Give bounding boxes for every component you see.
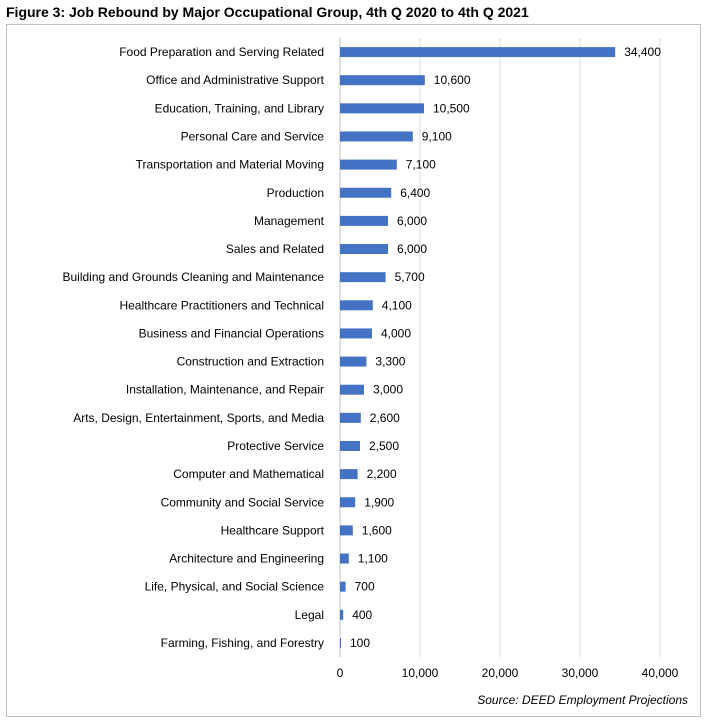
category-labels: Food Preparation and Serving Related Offi… [62, 45, 324, 650]
bar-series [340, 47, 616, 648]
value-labels: 34,400 10,600 10,500 9,100 7,100 6,400 6,000 6,… [350, 45, 661, 650]
value-label: 700 [355, 580, 375, 594]
category-label: Transportation and Material Moving [136, 158, 324, 172]
bar [340, 384, 364, 395]
value-label: 10,500 [433, 101, 470, 115]
category-label: Healthcare Support [221, 523, 325, 537]
category-label: Protective Service [227, 439, 324, 453]
value-label: 400 [352, 608, 372, 622]
value-label: 6,000 [397, 214, 427, 228]
value-label: 7,100 [406, 158, 436, 172]
bar [340, 328, 372, 339]
x-tick-label: 10,000 [402, 666, 439, 680]
value-label: 1,900 [364, 495, 394, 509]
x-tick-label: 40,000 [642, 666, 679, 680]
bar [340, 131, 413, 142]
value-label: 100 [350, 636, 370, 650]
figure-title: Figure 3: Job Rebound by Major Occupatio… [6, 4, 529, 20]
bar [340, 300, 373, 311]
bar [340, 469, 358, 480]
bar [340, 272, 386, 283]
x-tick-label: 20,000 [482, 666, 519, 680]
category-label: Education, Training, and Library [155, 101, 324, 115]
value-label: 10,600 [434, 73, 471, 87]
bar [340, 412, 361, 423]
category-label: Office and Administrative Support [146, 73, 325, 87]
value-label: 5,700 [395, 270, 425, 284]
source-note: Source: DEED Employment Projections [477, 693, 688, 707]
bar [340, 47, 616, 58]
category-label: Arts, Design, Entertainment, Sports, and… [73, 411, 324, 425]
value-label: 1,600 [362, 523, 392, 537]
bar [340, 440, 360, 451]
value-label: 1,100 [358, 552, 388, 566]
value-label: 2,200 [367, 467, 397, 481]
category-label: Construction and Extraction [177, 355, 324, 369]
category-label: Sales and Related [226, 242, 324, 256]
value-label: 34,400 [624, 45, 661, 59]
bar [340, 525, 353, 536]
bar [340, 609, 344, 620]
bar [340, 497, 356, 508]
chart-frame [6, 24, 701, 717]
gridlines [339, 38, 661, 657]
category-label: Management [254, 214, 325, 228]
value-label: 6,400 [400, 186, 430, 200]
category-label: Personal Care and Service [181, 129, 325, 143]
value-label: 4,100 [382, 298, 412, 312]
value-label: 3,000 [373, 383, 403, 397]
value-label: 3,300 [375, 355, 405, 369]
value-label: 2,500 [369, 439, 399, 453]
value-label: 4,000 [381, 326, 411, 340]
category-label: Architecture and Engineering [169, 552, 324, 566]
bar [340, 356, 367, 367]
bar [340, 244, 388, 255]
bar [340, 553, 349, 564]
category-label: Production [267, 186, 324, 200]
category-label: Building and Grounds Cleaning and Mainte… [62, 270, 324, 284]
category-label: Legal [295, 608, 324, 622]
x-tick-label: 0 [337, 666, 344, 680]
bar [340, 215, 388, 226]
x-axis-tick-labels: 0 10,000 20,000 30,000 40,000 [337, 666, 679, 680]
bar [340, 103, 424, 114]
value-label: 6,000 [397, 242, 427, 256]
bar [340, 581, 346, 592]
category-label: Food Preparation and Serving Related [119, 45, 324, 59]
x-tick-label: 30,000 [562, 666, 599, 680]
value-label: 9,100 [422, 129, 452, 143]
category-label: Installation, Maintenance, and Repair [126, 383, 324, 397]
bar [340, 159, 397, 170]
bar [340, 637, 341, 648]
category-label: Business and Financial Operations [139, 326, 324, 340]
bar [340, 187, 392, 198]
category-label: Community and Social Service [161, 495, 325, 509]
category-label: Farming, Fishing, and Forestry [161, 636, 324, 650]
category-label: Life, Physical, and Social Science [145, 580, 325, 594]
bar [340, 75, 425, 86]
category-label: Healthcare Practitioners and Technical [119, 298, 324, 312]
category-label: Computer and Mathematical [173, 467, 324, 481]
value-label: 2,600 [370, 411, 400, 425]
